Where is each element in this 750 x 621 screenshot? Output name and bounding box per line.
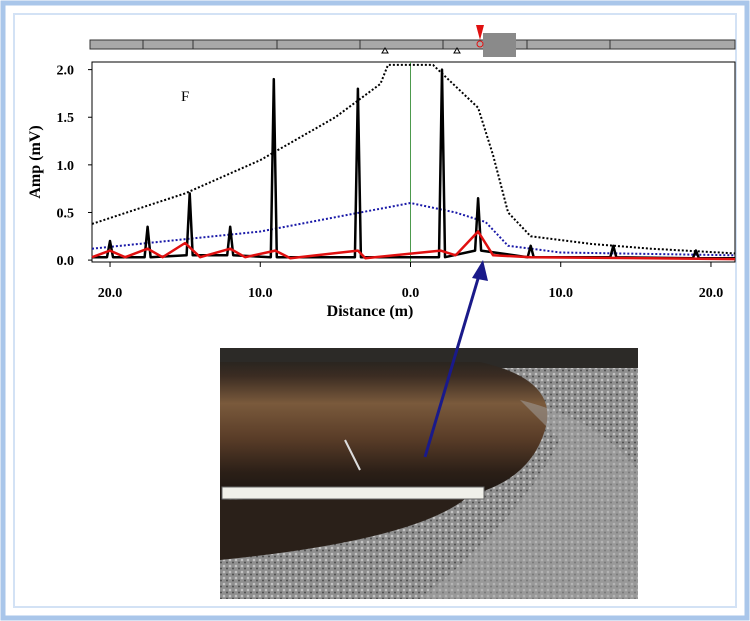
y-tick-label: 2.0	[57, 64, 75, 79]
photo	[220, 348, 638, 599]
x-tick-label: 10.0	[248, 286, 273, 301]
y-tick-label: 1.5	[57, 111, 75, 126]
y-tick-label: 0.0	[57, 254, 75, 269]
x-axis-label: Distance (m)	[327, 303, 414, 320]
figure: F Distance (m) Amp (mV) 0.0 0.5 1.0 1.5 2.0 2…	[0, 0, 750, 621]
annotation: F	[181, 89, 189, 105]
x-tick-label: 10.0	[548, 286, 573, 301]
x-tick-label: 20.0	[699, 286, 724, 301]
y-tick-label: 0.5	[57, 206, 75, 221]
y-axis-label: Amp (mV)	[27, 125, 44, 198]
x-tick-label: 0.0	[402, 286, 420, 301]
y-tick-label: 1.0	[57, 159, 75, 174]
x-tick-label: 20.0	[98, 286, 123, 301]
page: F Distance (m) Amp (mV) 0.0 0.5 1.0 1.5 2.0 2…	[0, 0, 750, 621]
